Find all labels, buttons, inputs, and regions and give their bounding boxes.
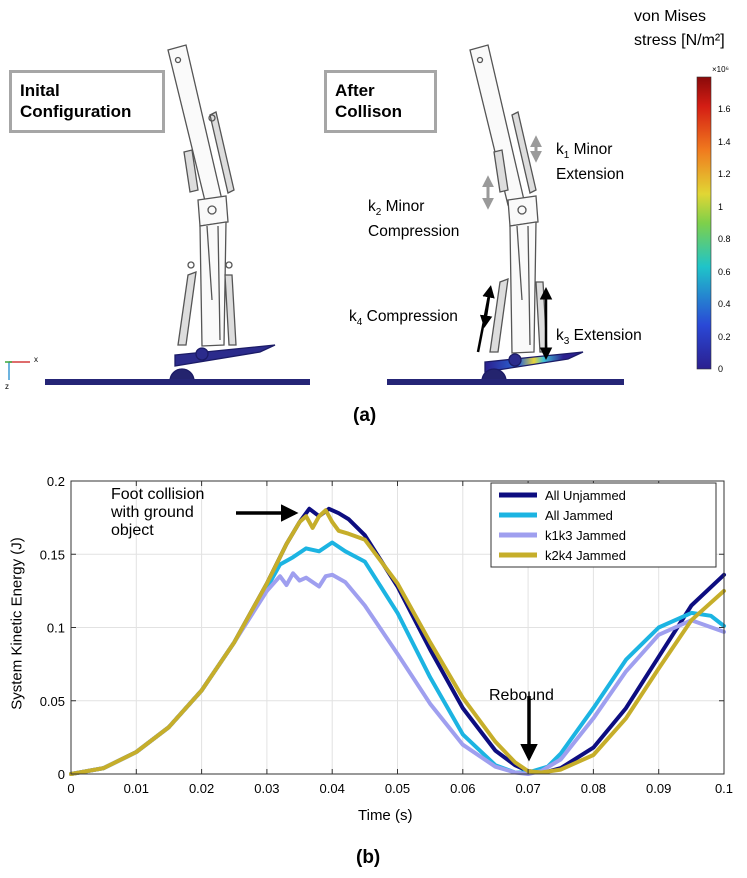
y-tick-label: 0.15 (40, 547, 65, 562)
axes-triad-icon (5, 361, 30, 380)
x-tick-label: 0.05 (385, 781, 410, 796)
legend-label: k1k3 Jammed (545, 528, 626, 543)
x-tick-label: 0 (67, 781, 74, 796)
colorbar-tick-label: 0.2 (718, 331, 731, 342)
kinetic-energy-chart: 0 0.01 0.02 0.03 0.04 0.05 0.06 0.07 0.08 0.09 0.1… (40, 474, 733, 796)
plot-frame (70, 480, 725, 775)
mechanism-drawing (5, 44, 712, 385)
panel-b-caption: (b) (356, 847, 381, 868)
y-tick-label: 0 (58, 767, 65, 782)
colorbar-tick-label: 1.6 (718, 104, 731, 115)
colorbar-tick-label: 0.6 (718, 266, 731, 277)
colorbar-tick-label: 0 (718, 364, 724, 374)
x-tick-label: 0.1 (715, 781, 733, 796)
colorbar-title: von Mises stress [N/m²] (634, 8, 725, 49)
ground-after (387, 379, 624, 385)
initial-mechanism (167, 44, 276, 382)
x-tick-label: 0.01 (124, 781, 149, 796)
colorbar-tick-label: 1.2 (718, 169, 731, 180)
x-tick-label: 0.03 (254, 781, 279, 796)
k1-label: k1 Minor Extension (556, 141, 625, 184)
chart-y-label: System Kinetic Energy (J) (8, 537, 26, 710)
k4-label: k4 Compression (349, 308, 458, 329)
colorbar-exponent: ×10⁶ (712, 65, 729, 74)
x-tick-label: 0.07 (515, 781, 540, 796)
x-tick-label: 0.06 (450, 781, 475, 796)
y-tick-label: 0.2 (47, 474, 65, 489)
z-axis-label: z (5, 382, 9, 391)
rebound-annotation: Rebound (489, 687, 554, 704)
y-tick-label: 0.05 (40, 694, 65, 709)
legend-label: k2k4 Jammed (545, 548, 626, 563)
colorbar-tick-label: 1.4 (718, 136, 731, 147)
legend-label: All Unjammed (545, 488, 626, 503)
y-tick-label: 0.1 (47, 621, 65, 636)
initial-configuration-label: Inital Configuration (9, 70, 165, 133)
after-collision-label: After Collison (324, 70, 437, 133)
x-axis-label: x (34, 355, 38, 364)
colorbar-tick-label: 0.4 (718, 299, 731, 310)
legend-label: All Jammed (545, 508, 613, 523)
x-tick-label: 0.04 (320, 781, 345, 796)
x-tick-label: 0.08 (581, 781, 606, 796)
chart-x-label: Time (s) (358, 807, 413, 824)
after-collision-mechanism (469, 44, 584, 382)
x-tick-label: 0.02 (189, 781, 214, 796)
collision-annotation: Foot collision with ground object (111, 486, 205, 539)
panel-a-caption: (a) (353, 405, 377, 426)
colorbar (696, 76, 712, 370)
series-line-3 (69, 508, 726, 776)
colorbar-tick-label: 0.8 (718, 234, 731, 245)
k3-label: k3 Extension (556, 327, 642, 348)
colorbar-tick-label: 1 (718, 201, 724, 212)
k2-label: k2 Minor Compression (368, 198, 460, 241)
ground-initial (45, 379, 310, 385)
x-tick-label: 0.09 (646, 781, 671, 796)
